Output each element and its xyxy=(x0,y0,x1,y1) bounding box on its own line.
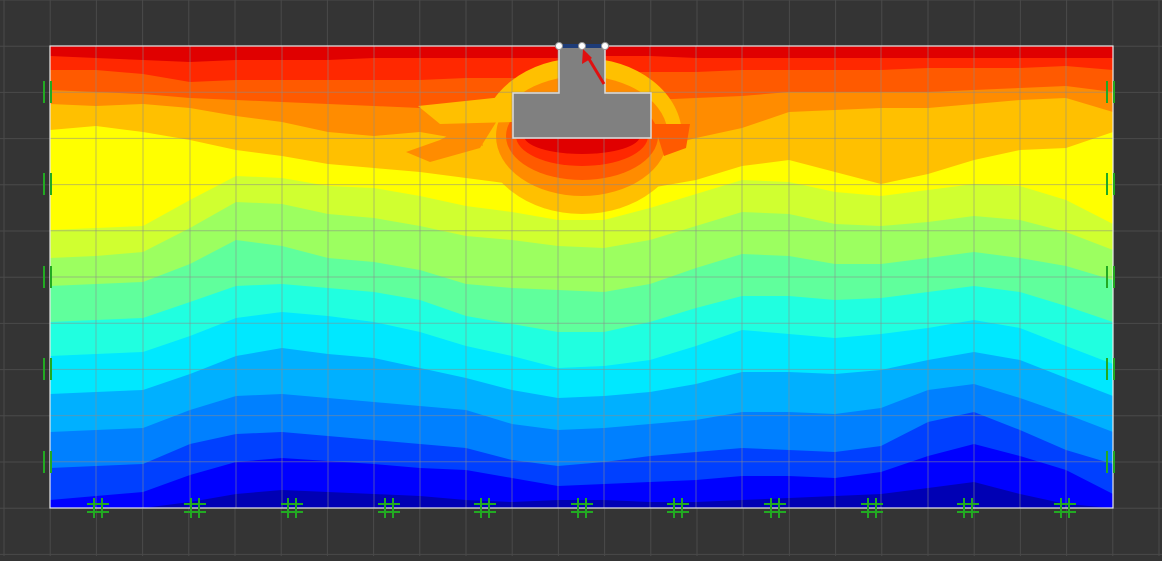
roller-support-icon xyxy=(1054,498,1076,518)
stress-lobe xyxy=(418,96,512,124)
roller-support-icon xyxy=(87,498,109,518)
roller-support-icon xyxy=(957,498,979,518)
stress-lobe xyxy=(406,116,500,162)
side-support-icon xyxy=(43,451,52,473)
side-support-icon xyxy=(1106,358,1115,380)
side-support-icon xyxy=(43,358,52,380)
footing-body xyxy=(512,45,652,139)
side-support-icon xyxy=(43,266,52,288)
roller-support-icon xyxy=(571,498,593,518)
roller-support-icon xyxy=(184,498,206,518)
stress-lobe xyxy=(654,124,690,156)
roller-support-icon xyxy=(861,498,883,518)
side-support-icon xyxy=(43,81,52,103)
load-arrow-icon[interactable] xyxy=(582,49,606,85)
footing-node xyxy=(601,42,609,50)
footing-node xyxy=(578,42,586,50)
side-support-icon xyxy=(1106,266,1115,288)
roller-support-icon xyxy=(667,498,689,518)
boundary-supports xyxy=(43,81,1115,518)
roller-support-icon xyxy=(764,498,786,518)
footing-node xyxy=(555,42,563,50)
side-support-icon xyxy=(1106,81,1115,103)
side-support-icon xyxy=(1106,173,1115,195)
load-arrow-head xyxy=(582,49,592,64)
roller-support-icon xyxy=(281,498,303,518)
side-support-icon xyxy=(43,173,52,195)
side-support-icon xyxy=(1106,451,1115,473)
footing-element[interactable] xyxy=(512,42,652,139)
roller-support-icon xyxy=(474,498,496,518)
roller-support-icon xyxy=(378,498,400,518)
model-mesh-grid xyxy=(50,46,1113,508)
